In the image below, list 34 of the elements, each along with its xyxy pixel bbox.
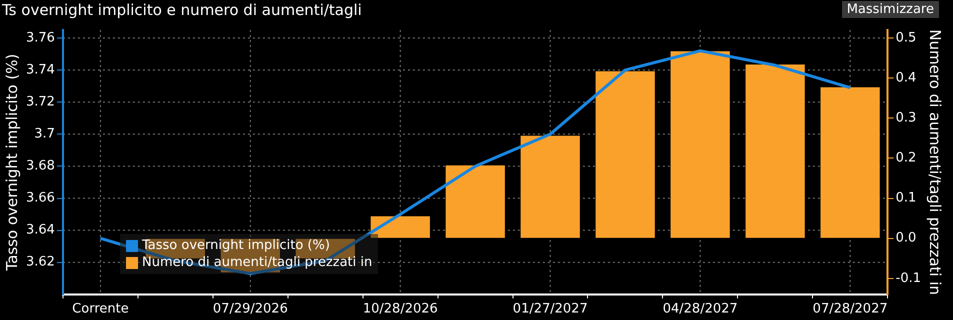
chart-title: Ts overnight implicito e numero di aumenti/tagli: [1, 0, 362, 19]
y2-tick-label: 0.4: [896, 70, 916, 86]
y2-tick-label: 0.0: [896, 230, 916, 246]
x-tick-label: 07/28/2027: [812, 302, 888, 317]
y-tick-label: 3.74: [26, 62, 55, 78]
bar: [746, 64, 805, 238]
bar: [446, 165, 505, 238]
y-tick-label: 3.76: [26, 30, 55, 46]
y2-tick-label: 0.2: [896, 150, 916, 166]
y2-tick-label: 0.1: [896, 190, 916, 206]
bar: [820, 87, 880, 238]
x-tick-label: 10/28/2026: [362, 302, 438, 317]
y-tick-label: 3.64: [26, 222, 55, 238]
x-tick-label: 04/28/2027: [662, 302, 738, 317]
y2-tick-label: 0.5: [896, 30, 916, 46]
y2-tick-label: -0.1: [896, 270, 922, 286]
bar: [670, 51, 730, 238]
legend-label: Tasso overnight implicito (%): [142, 238, 330, 253]
maximize-button: Massimizzare: [842, 1, 939, 18]
y-axis-title: Tasso overnight implicito (%): [2, 54, 21, 272]
y-tick-label: 3.62: [26, 254, 55, 270]
legend-label: Numero di aumenti/tagli prezzati in: [142, 255, 372, 270]
y-tick-label: 3.68: [26, 158, 55, 174]
bar: [596, 71, 655, 238]
y-tick-label: 3.72: [26, 94, 55, 110]
y-tick-label: 3.7: [34, 126, 55, 142]
bar: [370, 216, 430, 238]
bar: [520, 136, 580, 238]
x-tick-label: 07/29/2026: [212, 302, 288, 317]
y-tick-label: 3.66: [26, 190, 55, 206]
y2-tick-label: 0.3: [896, 110, 916, 126]
x-tick-label: 01/27/2027: [512, 302, 588, 317]
y2-axis-title: Numero di aumenti/tagli prezzati in: [926, 29, 944, 296]
x-tick-label: Corrente: [72, 302, 129, 317]
